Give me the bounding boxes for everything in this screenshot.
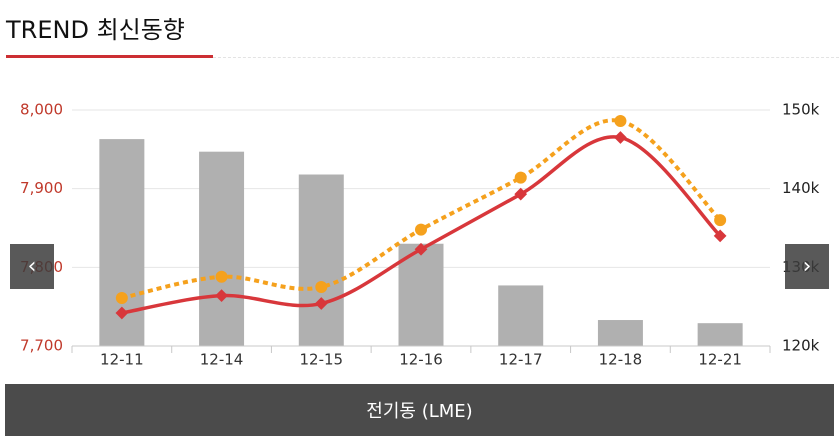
x-tick-label: 12-11 bbox=[100, 351, 144, 369]
header: TREND 최신동향 bbox=[0, 0, 839, 60]
x-tick-label: 12-16 bbox=[399, 351, 443, 369]
bar bbox=[597, 320, 643, 346]
x-tick-label: 12-17 bbox=[499, 351, 543, 369]
x-tick-label: 12-18 bbox=[599, 351, 643, 369]
prev-arrow-icon[interactable]: ‹ bbox=[10, 244, 54, 289]
orange-point bbox=[714, 214, 727, 227]
red-point bbox=[414, 242, 428, 256]
metal-selector-bar[interactable]: 전기동 (LME) bbox=[5, 384, 834, 436]
red-point bbox=[614, 131, 627, 144]
page-title: TREND 최신동향 bbox=[6, 16, 185, 44]
y-right-tick-label: 150k bbox=[782, 101, 820, 119]
bar bbox=[697, 323, 743, 346]
orange-point bbox=[315, 281, 328, 293]
orange-point bbox=[514, 171, 527, 184]
metal-label: 전기동 (LME) bbox=[366, 401, 473, 422]
orange-point bbox=[415, 223, 427, 236]
y-left-tick-label: 7,700 bbox=[20, 337, 63, 355]
red-point bbox=[215, 289, 228, 303]
bar bbox=[199, 151, 245, 346]
next-arrow-icon[interactable]: › bbox=[785, 244, 829, 289]
orange-point bbox=[215, 270, 228, 283]
red-point bbox=[314, 297, 328, 310]
x-tick-label: 12-15 bbox=[299, 351, 343, 369]
trend-chart: 8,0007,9007,8007,700150k140k130k120k12-1… bbox=[20, 101, 820, 369]
orange-point bbox=[614, 115, 627, 128]
bar bbox=[498, 285, 544, 346]
title-accent-bar bbox=[6, 55, 213, 58]
title-divider bbox=[213, 57, 839, 58]
bar bbox=[398, 243, 444, 346]
y-left-tick-label: 8,000 bbox=[20, 101, 63, 119]
y-left-tick-label: 7,900 bbox=[20, 179, 63, 197]
bar bbox=[298, 174, 344, 346]
y-right-tick-label: 120k bbox=[782, 337, 820, 355]
x-tick-label: 12-14 bbox=[200, 351, 244, 369]
y-right-tick-label: 140k bbox=[782, 179, 820, 197]
x-tick-label: 12-21 bbox=[698, 351, 742, 369]
orange-point bbox=[115, 292, 128, 305]
